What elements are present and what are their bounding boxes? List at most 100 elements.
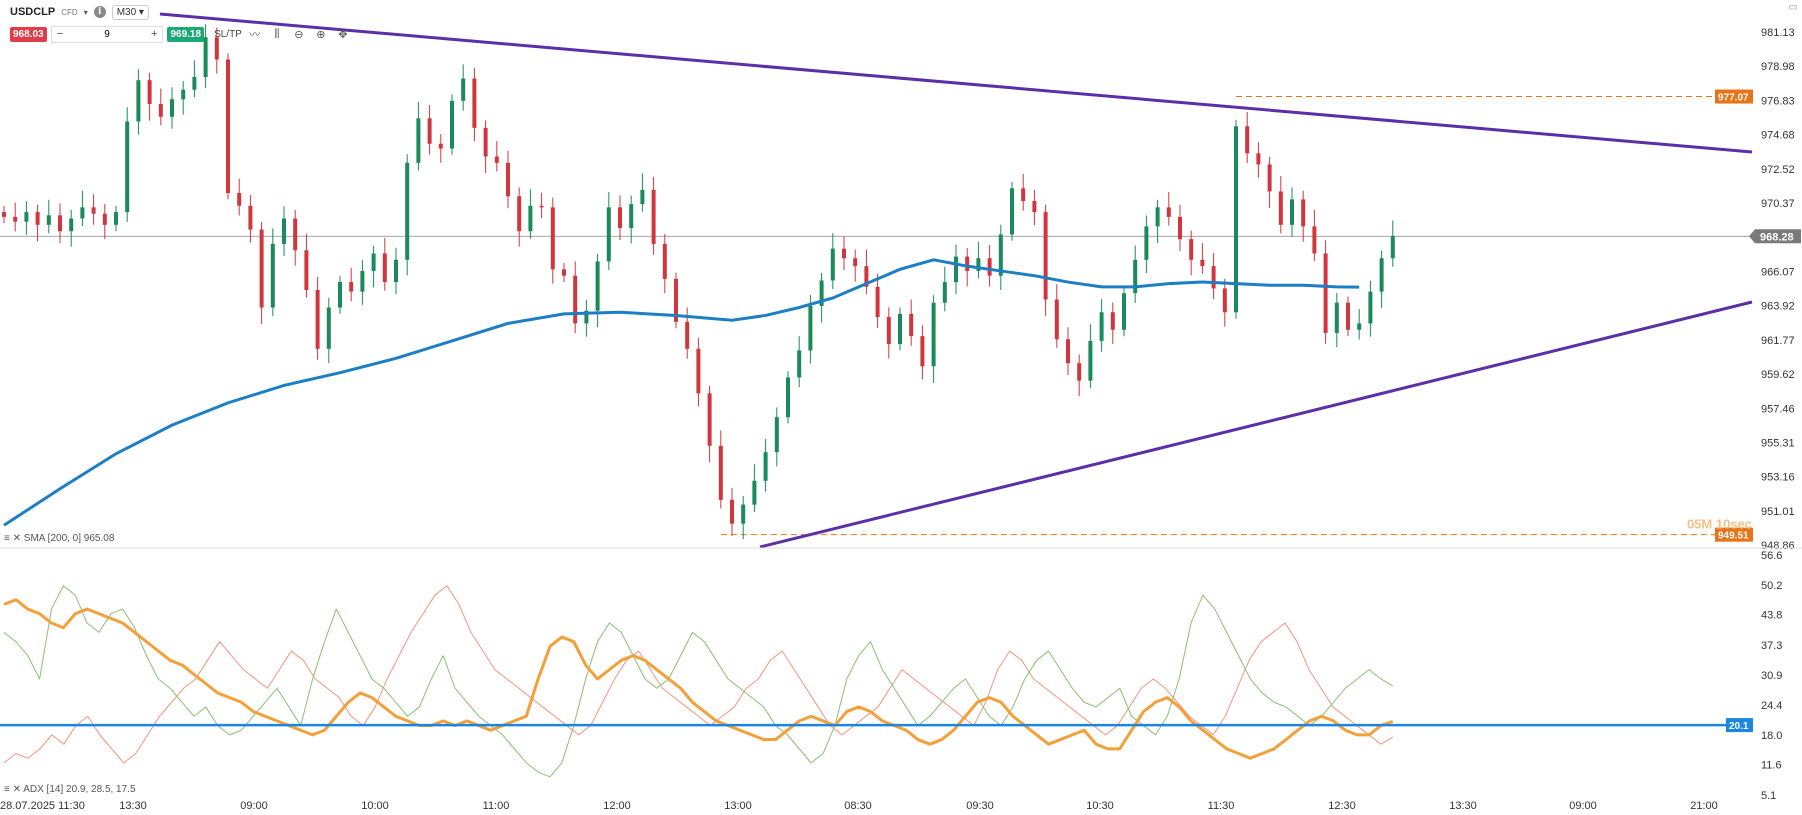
candle[interactable]	[1368, 291, 1373, 324]
candle[interactable]	[786, 377, 790, 418]
candle[interactable]	[338, 282, 342, 308]
candle[interactable]	[2, 212, 6, 217]
candle[interactable]	[349, 282, 354, 292]
move-icon[interactable]: ✥	[338, 28, 348, 41]
candle[interactable]	[1379, 258, 1384, 292]
candle[interactable]	[80, 207, 85, 219]
candle[interactable]	[293, 218, 298, 251]
candle[interactable]	[1077, 363, 1082, 381]
candle[interactable]	[304, 250, 309, 291]
candle[interactable]	[483, 127, 488, 157]
candle[interactable]	[58, 215, 62, 232]
candle[interactable]	[158, 104, 163, 117]
candle[interactable]	[102, 213, 107, 225]
candle[interactable]	[450, 100, 454, 149]
qty-minus-button[interactable]: −	[56, 28, 64, 40]
candle[interactable]	[1066, 339, 1070, 364]
candle[interactable]	[718, 445, 723, 500]
candle[interactable]	[819, 280, 824, 306]
candle[interactable]	[214, 37, 219, 60]
candle[interactable]	[427, 118, 432, 144]
candle[interactable]	[774, 417, 779, 453]
symbol-dropdown-icon[interactable]: ▾	[83, 7, 88, 17]
candle[interactable]	[987, 258, 992, 276]
candle[interactable]	[1178, 216, 1182, 240]
candle[interactable]	[394, 259, 398, 283]
candle[interactable]	[416, 118, 421, 163]
candle[interactable]	[1099, 312, 1104, 341]
candle[interactable]	[170, 99, 174, 117]
candle[interactable]	[942, 282, 947, 303]
candle[interactable]	[898, 313, 902, 345]
line-chart-icon[interactable]: 〰	[249, 29, 261, 41]
zoom-out-icon[interactable]: ⊖	[294, 28, 304, 41]
candle[interactable]	[517, 196, 522, 232]
candle[interactable]	[1334, 302, 1339, 333]
quantity-input[interactable]	[68, 27, 147, 41]
candle[interactable]	[730, 499, 734, 524]
candle[interactable]	[562, 269, 566, 276]
candle[interactable]	[46, 215, 51, 225]
candle[interactable]	[875, 286, 880, 318]
candle[interactable]	[91, 207, 96, 214]
sltp-button[interactable]: SL/TP	[214, 28, 242, 40]
candle[interactable]	[1122, 293, 1126, 330]
sell-price-button[interactable]: 968.03	[10, 26, 47, 42]
candle[interactable]	[360, 270, 365, 292]
symbol-label[interactable]: USDCLP	[10, 6, 56, 18]
candle[interactable]	[506, 162, 510, 197]
candle[interactable]	[1390, 235, 1395, 259]
candle[interactable]	[954, 256, 958, 283]
candle[interactable]	[808, 305, 813, 351]
candle[interactable]	[606, 207, 611, 262]
candle[interactable]	[830, 248, 835, 281]
candle[interactable]	[528, 205, 533, 232]
buy-price-button[interactable]: 969.18	[167, 26, 205, 42]
candle[interactable]	[1312, 226, 1317, 254]
candle[interactable]	[539, 205, 544, 208]
candle[interactable]	[1245, 126, 1250, 154]
candle[interactable]	[382, 253, 387, 283]
quantity-stepper[interactable]: − +	[50, 25, 164, 43]
candle[interactable]	[1301, 199, 1306, 227]
candle[interactable]	[763, 452, 768, 481]
candle[interactable]	[584, 310, 589, 324]
candle[interactable]	[707, 393, 712, 446]
qty-plus-button[interactable]: +	[151, 28, 158, 40]
candle[interactable]	[662, 243, 667, 279]
candle[interactable]	[752, 480, 757, 505]
candle[interactable]	[1043, 212, 1048, 300]
adx-line[interactable]	[3, 598, 1394, 760]
candle[interactable]	[976, 258, 981, 271]
support-trendline[interactable]	[759, 300, 1753, 549]
candle[interactable]	[629, 204, 634, 229]
candle[interactable]	[1021, 188, 1026, 201]
plus-di-line[interactable]	[3, 585, 1394, 778]
candle[interactable]	[192, 76, 197, 90]
candle[interactable]	[864, 266, 869, 287]
candle[interactable]	[595, 261, 600, 311]
candle[interactable]	[226, 59, 230, 194]
candle[interactable]	[1278, 191, 1283, 225]
candle[interactable]	[405, 162, 410, 260]
candle[interactable]	[920, 336, 925, 367]
candle[interactable]	[965, 256, 970, 271]
candle[interactable]	[696, 348, 701, 394]
candle[interactable]	[494, 156, 499, 163]
maximize-icon[interactable]: ▭	[1788, 2, 1798, 13]
candle[interactable]	[1200, 259, 1205, 267]
candle[interactable]	[1290, 199, 1294, 225]
candle[interactable]	[573, 275, 578, 324]
candle[interactable]	[674, 278, 678, 322]
candle[interactable]	[797, 350, 802, 378]
candle[interactable]	[1110, 312, 1115, 330]
candle[interactable]	[13, 216, 18, 222]
candle[interactable]	[886, 317, 891, 345]
candle[interactable]	[147, 80, 152, 105]
candle[interactable]	[1323, 253, 1328, 333]
candle[interactable]	[741, 504, 746, 524]
candle[interactable]	[1346, 302, 1350, 330]
candle[interactable]	[685, 321, 690, 349]
candle[interactable]	[35, 212, 40, 225]
candle[interactable]	[931, 302, 936, 367]
